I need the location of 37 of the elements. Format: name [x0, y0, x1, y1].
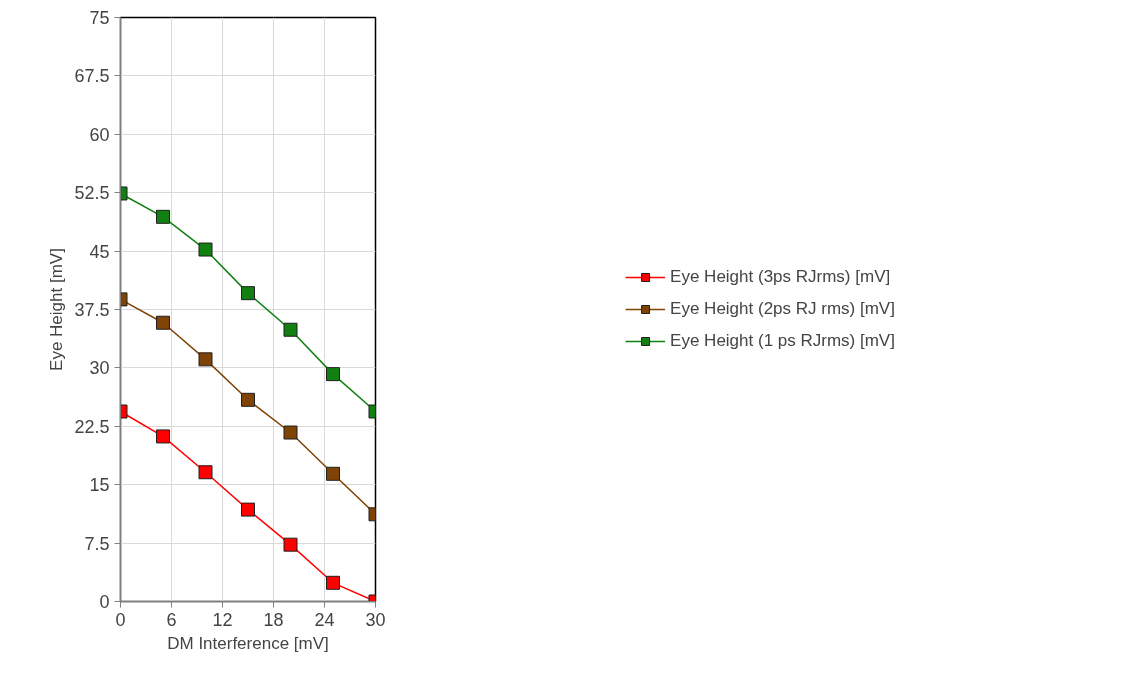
x-tick-label: 18: [263, 609, 284, 630]
point: [241, 392, 255, 407]
point: [156, 429, 170, 444]
y-tick-label: 52.5: [74, 183, 110, 204]
x-tick-label: 30: [365, 609, 386, 630]
point: [283, 537, 298, 552]
y-tick-label: 22.5: [74, 416, 110, 437]
point: [241, 286, 255, 301]
point: [326, 575, 340, 590]
y-tick-label: 67.5: [74, 66, 110, 87]
legend-label: Eye Height (2ps RJ rms) [mV]: [670, 299, 895, 319]
x-tick-label: 6: [166, 609, 177, 630]
y-tick-label: 75: [89, 8, 110, 28]
legend-label: Eye Height (1 ps RJrms) [mV]: [670, 331, 895, 351]
y-tick-label: 0: [99, 592, 110, 612]
y-axis-title: Eye Height [mV]: [47, 248, 67, 371]
point: [326, 466, 340, 481]
x-tick-label: 24: [314, 609, 335, 630]
x-tick-label: 12: [212, 609, 233, 630]
y-tick-label: 15: [89, 475, 110, 496]
y-tick-label: 7.5: [84, 533, 110, 554]
point: [283, 425, 298, 440]
point: [198, 352, 213, 367]
point: [198, 465, 213, 480]
y-tick-label: 37.5: [74, 300, 110, 320]
point: [326, 367, 340, 382]
point: [156, 315, 170, 330]
legend-label: Eye Height (3ps RJrms) [mV]: [670, 267, 891, 287]
y-tick-label: 30: [89, 358, 110, 379]
y-tick-label: 60: [89, 124, 110, 145]
point: [198, 242, 213, 257]
point: [283, 322, 298, 337]
point: [156, 209, 170, 224]
y-tick-label: 45: [89, 241, 110, 262]
x-tick-label: 0: [115, 609, 126, 630]
x-axis-title: DM Interference [mV]: [167, 633, 329, 653]
point: [241, 502, 255, 517]
